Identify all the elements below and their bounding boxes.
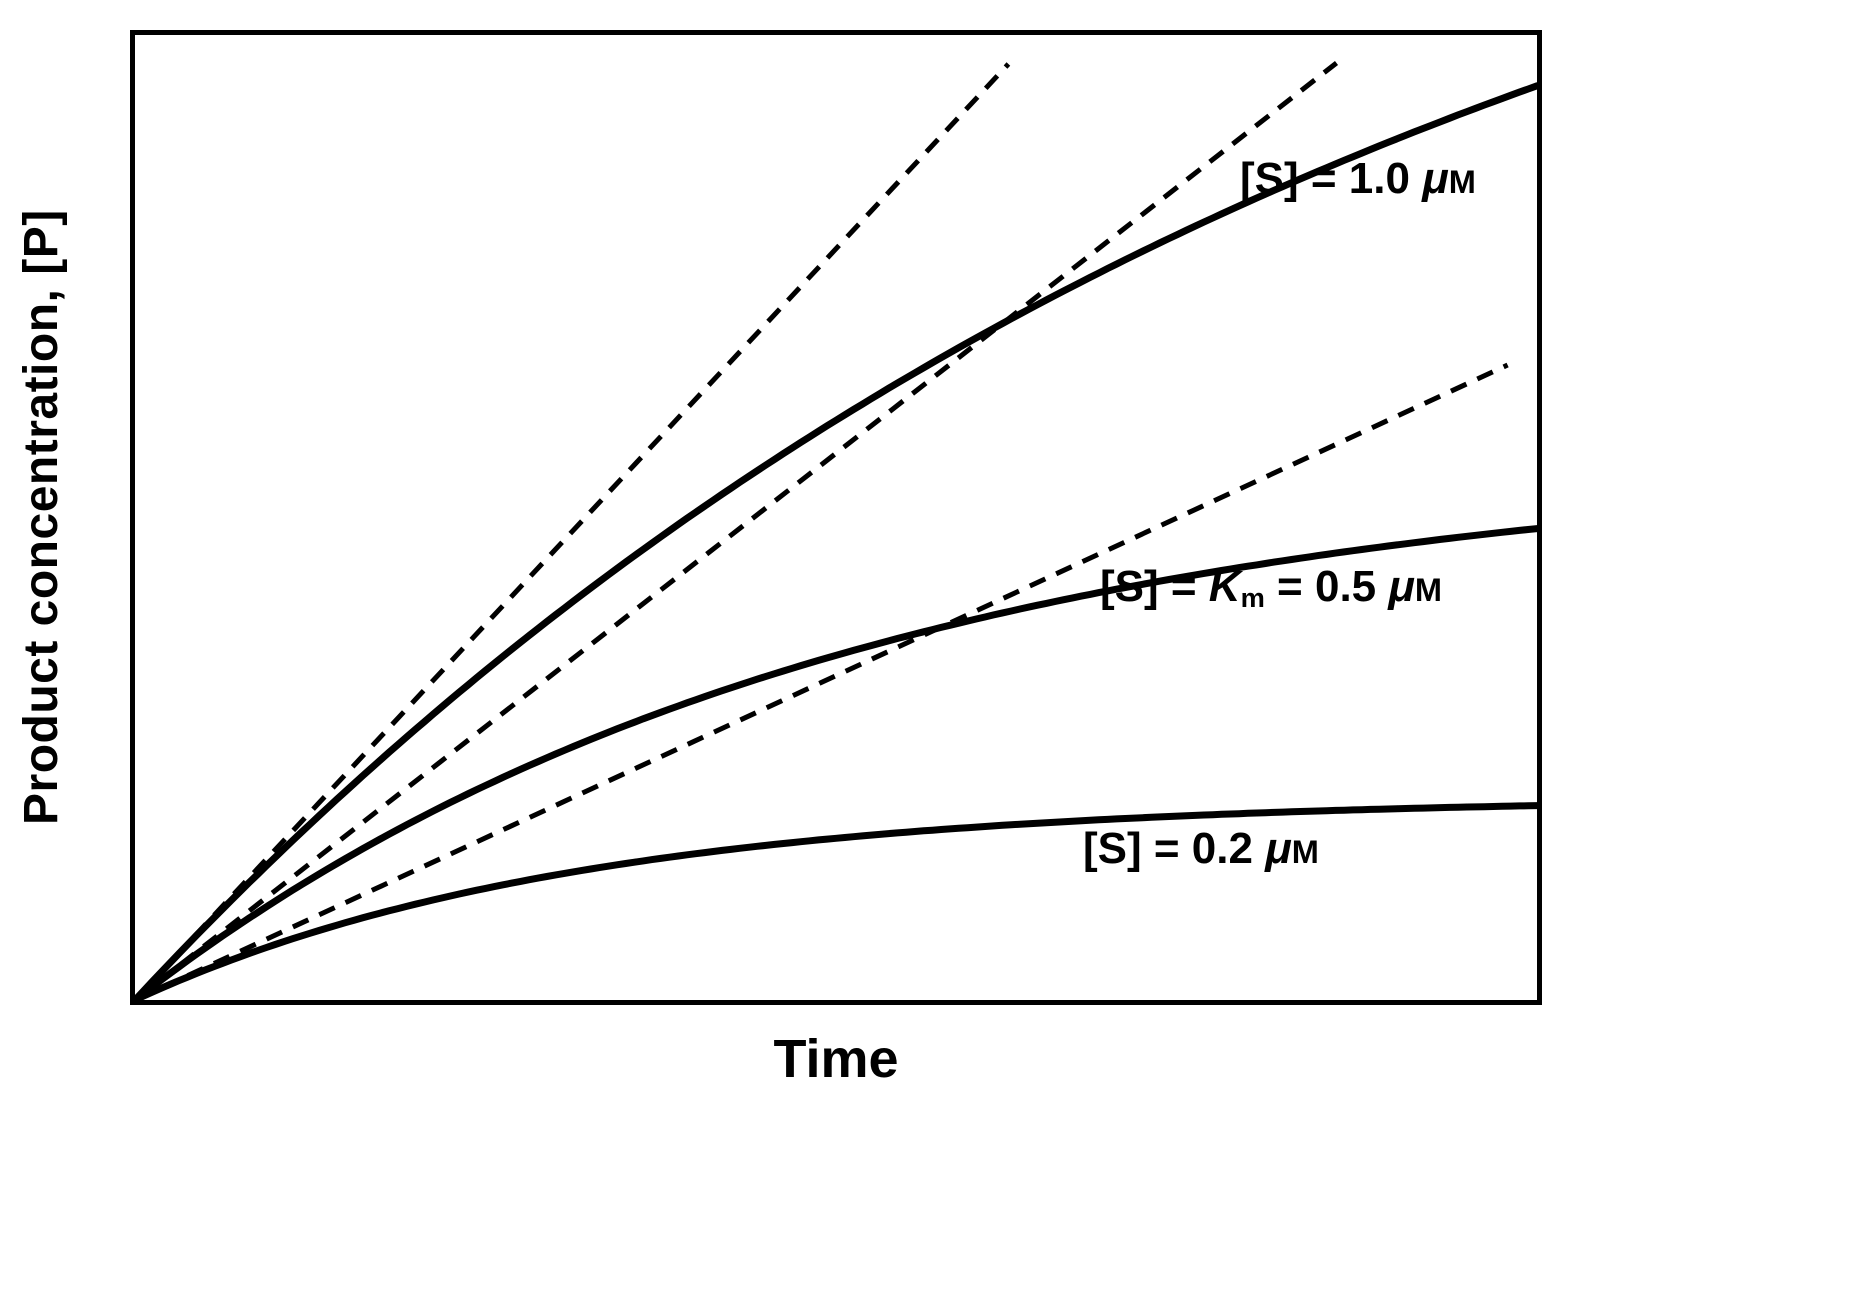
molar-unit: M	[1291, 834, 1319, 870]
label-text: [S] = 1.0	[1240, 154, 1423, 203]
initial-rate-tangent-1	[133, 62, 1011, 1002]
mu-symbol: μ	[1388, 562, 1415, 611]
progress-curve-3	[131, 802, 1541, 1004]
curve-label-s-0.2uM: [S] = 0.2 μM	[1083, 824, 1319, 873]
plot-svg	[131, 61, 1541, 1004]
km-subscript: m	[1240, 582, 1265, 613]
molar-unit: M	[1448, 164, 1476, 200]
mu-symbol: μ	[1422, 154, 1449, 203]
molar-unit: M	[1414, 572, 1443, 608]
label-text: [S] =	[1100, 562, 1209, 611]
progress-curve-2	[131, 525, 1541, 1004]
initial-rate-tangent-2	[133, 61, 1339, 1002]
label-text: = 0.5	[1264, 562, 1389, 611]
curve-label-s-1.0uM: [S] = 1.0 μM	[1240, 154, 1476, 203]
label-text: [S] = 0.2	[1083, 824, 1266, 873]
progress-curve-1	[131, 82, 1541, 1004]
x-axis-label: Time	[773, 1029, 899, 1089]
y-axis-label: Product concentration, [P]	[15, 209, 68, 826]
plot-area: [S] = 1.0 μM [S] = Km = 0.5 μM [S] = 0.2…	[130, 30, 1542, 1005]
initial-rate-tangent-3	[133, 362, 1509, 1003]
mu-symbol: μ	[1265, 824, 1292, 873]
km-symbol: K	[1208, 562, 1241, 611]
curve-label-s-km-0.5uM: [S] = Km = 0.5 μM	[1100, 562, 1443, 613]
